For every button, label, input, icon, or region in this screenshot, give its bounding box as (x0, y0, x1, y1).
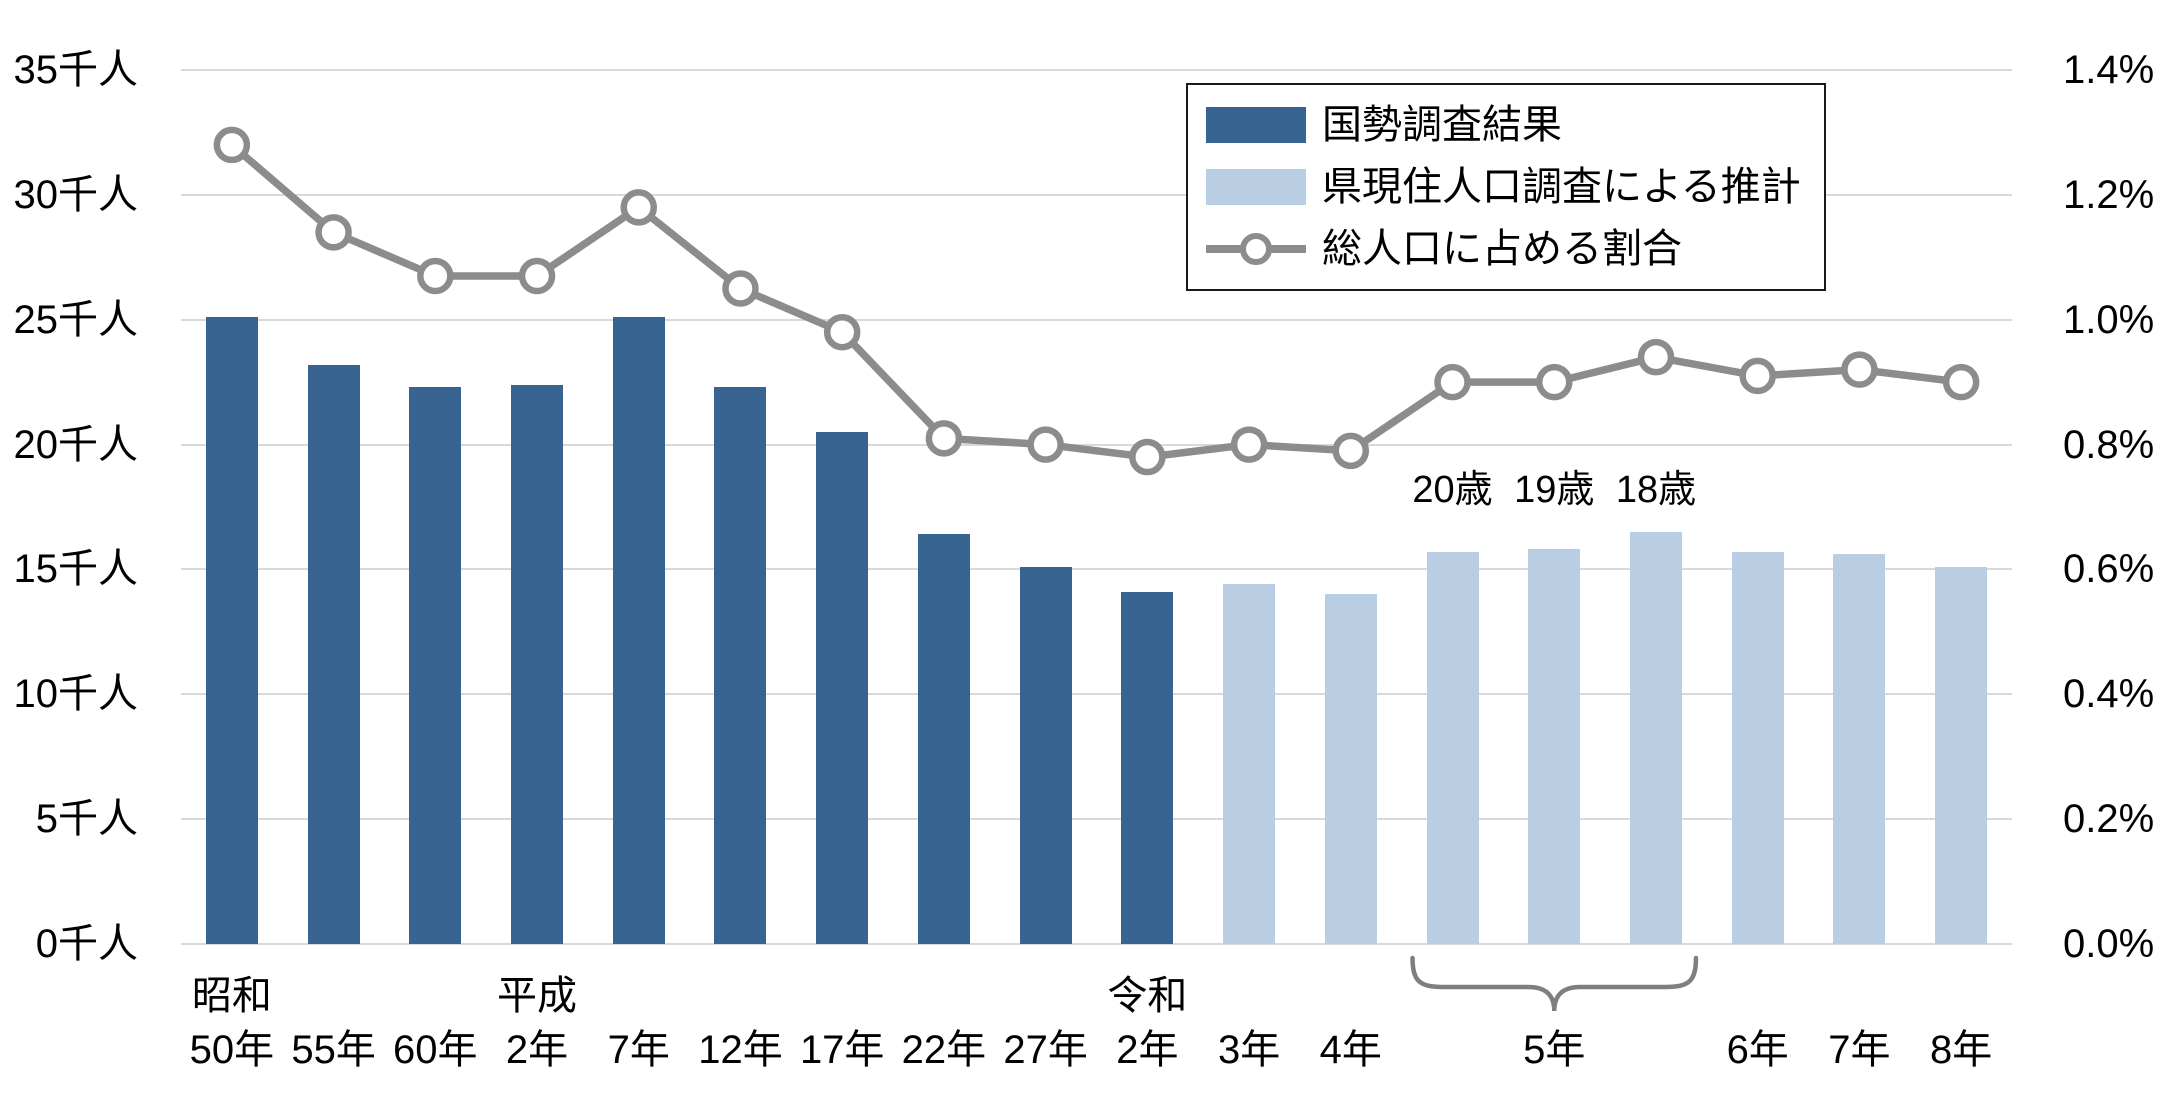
ratio-line-marker (1129, 438, 1166, 476)
age-annotation: 18歳 (1615, 469, 1697, 511)
gridline (181, 69, 2012, 71)
ratio-line-marker (315, 214, 352, 251)
year-label: 50年 (189, 1028, 275, 1072)
bar (917, 534, 970, 944)
age-annotation: 20歳 (1412, 469, 1493, 511)
ratio-line-marker (1434, 363, 1471, 401)
bar (1833, 554, 1886, 944)
ratio-line-marker (518, 257, 556, 295)
bar (205, 317, 258, 944)
brace-shape (1410, 955, 1699, 1012)
bar (816, 432, 869, 944)
right-axis-tick: 0.8% (2063, 422, 2155, 467)
year-label: 5年 (1523, 1028, 1586, 1072)
era-label: 令和 (1107, 974, 1188, 1018)
year-label: 8年 (1930, 1028, 1993, 1072)
year-label: 6年 (1726, 1028, 1789, 1072)
gridline (181, 568, 2012, 571)
ratio-line-marker (1739, 357, 1776, 395)
year-label: 17年 (799, 1028, 885, 1072)
right-axis-tick: 0.6% (2063, 547, 2155, 592)
ratio-line-marker (620, 189, 657, 226)
line-marker-icon (1206, 233, 1306, 265)
left-axis-tick: 15千人 (13, 547, 139, 592)
year-label: 55年 (291, 1028, 376, 1072)
year-label: 7年 (607, 1028, 670, 1072)
bar (1324, 594, 1377, 944)
right-axis-tick: 0.4% (2063, 672, 2155, 717)
ratio-line-marker (1942, 363, 1980, 401)
year-label: 12年 (698, 1028, 783, 1072)
year-label: 7年 (1828, 1028, 1891, 1072)
right-axis-tick: 1.4% (2063, 48, 2155, 92)
gridline (181, 193, 2012, 196)
ratio-line-marker (1332, 432, 1370, 470)
gridline (181, 318, 2012, 321)
ratio-line-marker (1637, 338, 1675, 376)
right-axis-tick: 0.0% (2063, 922, 2155, 966)
ratio-line-marker (823, 313, 861, 351)
ratio-line-marker (1230, 426, 1268, 463)
right-axis-tick: 0.2% (2063, 797, 2155, 842)
bar (1223, 584, 1276, 944)
legend: 国勢調査結果 県現住人口調査による推計 総人口に占める割合 (1186, 83, 1826, 291)
left-axis-tick: 30千人 (13, 172, 139, 217)
bar (1019, 566, 1072, 944)
age-annotation: 19歳 (1514, 469, 1595, 511)
legend-item-ratio: 総人口に占める割合 (1206, 227, 1824, 271)
ratio-line-marker (417, 257, 454, 295)
ratio-line-swatch (1206, 231, 1306, 267)
bar (409, 387, 462, 944)
right-axis-tick: 1.2% (2063, 172, 2155, 217)
era-label: 平成 (497, 974, 578, 1018)
year-label: 4年 (1319, 1028, 1382, 1072)
year-label: 3年 (1217, 1028, 1281, 1072)
ratio-line-marker (1841, 351, 1878, 388)
ratio-line-marker (1536, 363, 1573, 401)
bar (1121, 591, 1174, 944)
bar (1629, 531, 1682, 944)
bar (714, 387, 767, 944)
left-axis-tick: 10千人 (13, 672, 139, 717)
year-label: 60年 (393, 1028, 478, 1072)
legend-item-census: 国勢調査結果 (1206, 103, 1824, 147)
census-bar-swatch (1206, 107, 1306, 143)
left-axis-tick: 20千人 (13, 422, 139, 467)
year-label: 2年 (1116, 1028, 1179, 1072)
bar (307, 364, 360, 944)
year-label: 2年 (505, 1028, 569, 1072)
gridline (181, 443, 2012, 446)
year-label: 27年 (1003, 1028, 1088, 1072)
ratio-line-marker (925, 420, 963, 457)
left-axis-tick: 25千人 (13, 297, 139, 342)
left-axis-tick: 5千人 (35, 797, 138, 842)
legend-item-estimate: 県現住人口調査による推計 (1206, 165, 1824, 209)
gridline (181, 818, 2012, 821)
ratio-line-marker (213, 126, 251, 164)
estimate-bar-swatch (1206, 169, 1306, 205)
year-label: 22年 (901, 1028, 987, 1072)
era-label: 昭和 (191, 974, 272, 1018)
bar (1426, 551, 1479, 944)
bar (511, 384, 564, 944)
legend-label-ratio: 総人口に占める割合 (1322, 227, 1682, 271)
left-axis-tick: 0千人 (35, 922, 138, 966)
ratio-line-marker (1027, 426, 1064, 463)
legend-label-estimate: 県現住人口調査による推計 (1322, 165, 1801, 209)
bar (1731, 551, 1784, 944)
legend-label-census: 国勢調査結果 (1322, 103, 1562, 147)
gridline (181, 693, 2012, 696)
left-axis-tick: 35千人 (13, 48, 139, 92)
bar (1528, 549, 1581, 944)
ratio-line-marker (722, 270, 759, 307)
bar (1935, 566, 1988, 944)
bar (612, 317, 665, 944)
gridline (181, 943, 2012, 945)
right-axis-tick: 1.0% (2063, 297, 2155, 342)
